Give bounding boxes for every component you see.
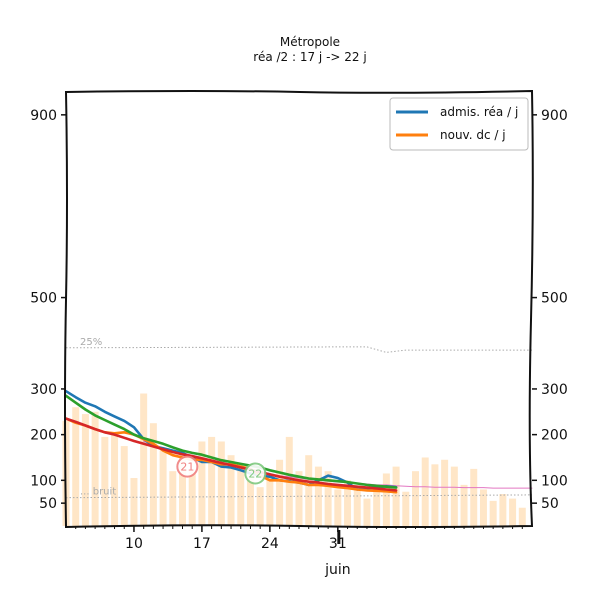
badge-circle <box>244 462 267 485</box>
bar <box>227 455 235 526</box>
y-tick-label-right: 300 <box>541 382 568 398</box>
bar-group <box>62 393 526 526</box>
x-tick-label: 10 <box>125 536 143 552</box>
bar <box>217 441 225 526</box>
bar <box>188 471 196 526</box>
bar <box>421 457 429 526</box>
y-axis: 50 50 100 100 200 200 300 300 500 500 900 900 <box>30 108 567 512</box>
y-tick-label-right: 500 <box>541 291 568 307</box>
bar <box>450 466 458 526</box>
bar <box>353 487 361 526</box>
bar <box>140 393 148 526</box>
bar <box>120 446 128 526</box>
y-tick-label-right: 200 <box>541 428 568 444</box>
chart-title: Métropole <box>280 35 340 49</box>
series-lines <box>64 389 533 494</box>
y-tick-label-left: 100 <box>30 473 57 489</box>
x-axis: 10172431juin <box>75 526 523 578</box>
bar <box>159 450 167 526</box>
bar <box>208 436 216 526</box>
x-tick-label: 17 <box>193 536 211 552</box>
y-tick-label-left: 500 <box>30 291 57 307</box>
series-line-0 <box>64 389 398 491</box>
bar <box>334 489 342 526</box>
bar <box>518 507 526 526</box>
badge-circle <box>176 455 199 478</box>
bar <box>373 487 381 526</box>
legend: admis. réa / j nouv. dc / j <box>389 97 529 151</box>
series-line-3 <box>64 417 398 492</box>
bar <box>130 478 138 526</box>
bar <box>91 411 99 526</box>
bar <box>266 473 274 526</box>
y-tick-label-right: 50 <box>541 496 559 512</box>
legend-label-dc: nouv. dc / j <box>440 128 506 142</box>
bar <box>489 500 497 526</box>
bar <box>198 441 206 526</box>
bar <box>246 475 254 526</box>
bar <box>392 466 400 526</box>
y-tick-label-left: 50 <box>39 496 57 512</box>
y-tick-label-right: 900 <box>541 108 568 124</box>
bar <box>470 468 478 526</box>
bar <box>295 471 303 526</box>
reference-line-noise <box>65 494 533 499</box>
bar <box>412 471 419 526</box>
bar <box>169 471 177 526</box>
bar <box>324 471 332 526</box>
plot-frame <box>64 89 534 529</box>
bar <box>382 473 390 526</box>
legend-label-admis: admis. réa / j <box>440 105 518 119</box>
y-tick-label-left: 900 <box>30 108 57 124</box>
bar <box>276 459 284 526</box>
bar <box>256 487 264 526</box>
x-tick-label: 24 <box>261 536 279 552</box>
bar <box>101 436 109 526</box>
bar <box>479 489 487 526</box>
bar <box>363 498 371 526</box>
bar <box>72 407 80 526</box>
bar <box>499 494 507 526</box>
bar <box>441 459 449 526</box>
badge-group: 21 22 <box>176 455 267 485</box>
x-month-label: juin <box>324 562 351 578</box>
bar <box>305 455 313 526</box>
bar <box>237 464 245 526</box>
badge-label: 21 <box>180 461 194 474</box>
bar <box>111 434 119 526</box>
series-line-2 <box>64 394 398 489</box>
y-tick-label-right: 100 <box>541 473 568 489</box>
reference-line-25 <box>65 346 532 353</box>
bar <box>509 498 517 526</box>
reference-lines: 25% ... bruit <box>65 337 533 499</box>
reference-label-25: 25% <box>80 337 102 348</box>
bar <box>344 480 352 526</box>
chart-subtitle: réa /2 : 17 j -> 22 j <box>253 50 366 64</box>
y-tick-label-left: 200 <box>30 428 57 444</box>
bar <box>81 414 89 526</box>
y-tick-label-left: 300 <box>30 382 57 398</box>
bar <box>179 452 186 526</box>
badge-label: 22 <box>248 467 262 480</box>
bar <box>460 484 468 526</box>
bar <box>149 423 157 526</box>
reference-label-noise: ... bruit <box>80 487 116 498</box>
bar <box>402 491 410 526</box>
